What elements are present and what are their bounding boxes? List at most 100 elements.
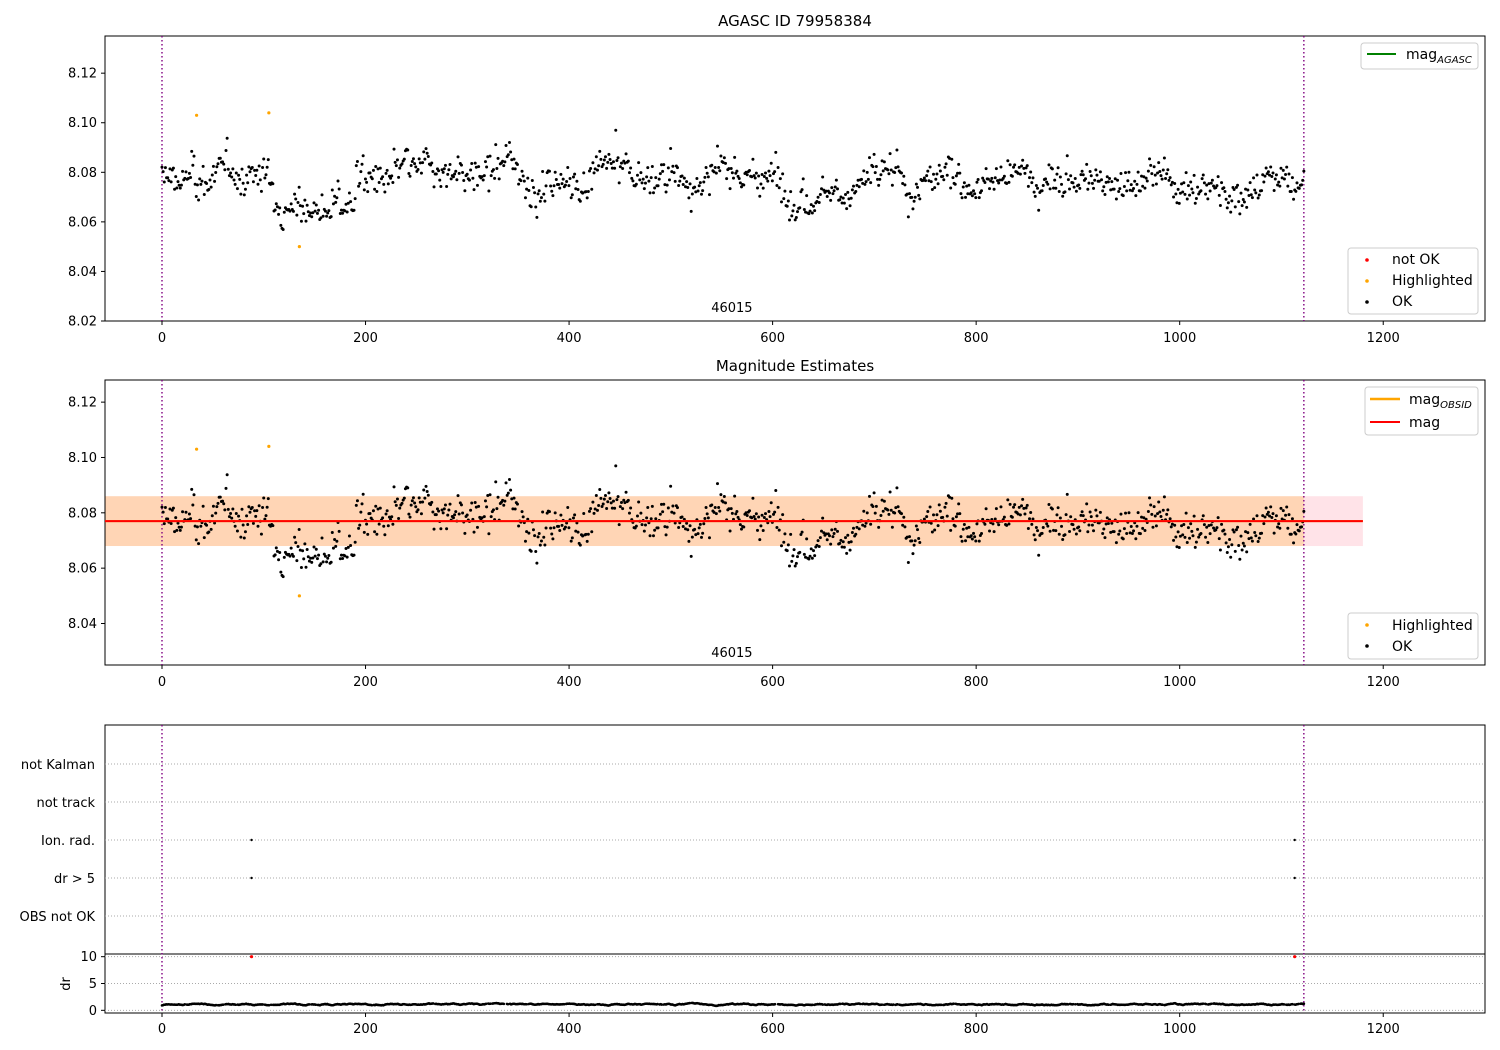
dr-point <box>656 1002 659 1006</box>
ok-point <box>179 525 183 529</box>
ok-point <box>866 177 870 181</box>
ok-point <box>1032 533 1036 537</box>
ok-point <box>358 523 362 527</box>
svg-text:magOBSID: magOBSID <box>1409 392 1472 411</box>
ok-point <box>1030 522 1034 526</box>
ok-point <box>1194 197 1198 201</box>
ok-point <box>370 177 374 181</box>
ok-point <box>314 203 318 207</box>
ok-point <box>482 174 486 178</box>
ok-point <box>477 165 481 169</box>
ok-point <box>1188 193 1192 197</box>
dr-point <box>484 1002 488 1006</box>
ok-point <box>629 506 633 510</box>
ok-point <box>933 186 937 190</box>
ok-point <box>1087 523 1091 527</box>
ok-point <box>521 174 525 178</box>
ok-point <box>192 154 196 158</box>
ok-point <box>1108 177 1112 181</box>
ok-point <box>718 169 722 173</box>
ok-point <box>537 189 541 193</box>
ok-point <box>1125 532 1129 536</box>
ok-point <box>303 542 307 546</box>
ok-point <box>390 174 394 178</box>
ok-point <box>570 536 574 540</box>
ok-point <box>610 506 614 510</box>
ok-point <box>856 178 860 182</box>
ok-point <box>759 524 763 528</box>
ok-point <box>793 564 797 568</box>
ok-point <box>470 501 474 505</box>
ok-point <box>673 521 677 525</box>
ok-point <box>1041 183 1045 187</box>
flag-point <box>250 838 253 842</box>
ok-point <box>543 199 547 203</box>
ok-point <box>303 198 307 202</box>
ok-point <box>163 506 167 510</box>
ok-point <box>1173 523 1177 527</box>
ok-point <box>381 175 385 179</box>
ok-point <box>535 561 539 565</box>
ok-point <box>817 200 821 204</box>
ok-point <box>442 507 446 511</box>
ok-point <box>547 169 551 173</box>
ok-point <box>626 159 630 163</box>
x-tick-label: 600 <box>760 1022 785 1037</box>
ok-point <box>1165 172 1169 176</box>
ok-point <box>523 196 527 200</box>
ok-point <box>242 536 246 540</box>
ok-point <box>854 532 858 536</box>
ok-point <box>208 178 212 182</box>
ok-point <box>487 532 491 536</box>
ok-point <box>234 171 238 175</box>
ok-point <box>1048 529 1052 533</box>
ok-point <box>377 180 381 184</box>
ok-point <box>1189 522 1193 526</box>
ok-point <box>908 535 912 539</box>
ok-point <box>445 185 449 189</box>
ok-point <box>1301 178 1305 182</box>
ok-point <box>1068 530 1072 534</box>
ok-point <box>648 191 652 195</box>
ok-point <box>549 184 553 188</box>
ok-point <box>932 513 936 517</box>
ok-point <box>1240 204 1244 208</box>
ok-point <box>417 157 421 161</box>
ok-point <box>948 156 952 160</box>
ok-point <box>654 176 658 180</box>
ok-point <box>1181 190 1185 194</box>
ok-point <box>643 523 647 527</box>
ok-point <box>1170 522 1174 526</box>
ok-point <box>378 166 382 170</box>
ok-point <box>223 168 227 172</box>
ok-point <box>407 512 411 516</box>
ok-point <box>474 505 478 509</box>
panel1-obsid-label: 46015 <box>711 301 752 316</box>
ok-point <box>1125 189 1129 193</box>
ok-point <box>653 186 657 190</box>
ok-point <box>447 168 451 172</box>
ok-point <box>774 150 778 154</box>
ok-point <box>1205 183 1209 187</box>
ok-point <box>830 186 834 190</box>
highlighted-point <box>194 447 199 451</box>
ok-point <box>762 516 766 520</box>
ok-point <box>195 525 199 529</box>
ok-point <box>754 171 758 175</box>
ok-point <box>1268 173 1272 177</box>
ok-point <box>789 532 793 536</box>
ok-point <box>225 136 229 140</box>
dr-point <box>1071 1002 1075 1006</box>
ok-point <box>1181 533 1185 537</box>
ok-point <box>1274 173 1278 177</box>
ok-point <box>1151 525 1155 529</box>
ok-point <box>969 191 973 195</box>
ok-point <box>1152 505 1156 509</box>
ok-point <box>840 545 844 549</box>
ok-point <box>1239 191 1243 195</box>
ok-point <box>383 533 387 537</box>
ok-point <box>850 530 854 534</box>
ok-point <box>1176 530 1180 534</box>
legend-label-highlighted-2: Highlighted <box>1392 618 1473 634</box>
ok-point <box>171 166 175 170</box>
